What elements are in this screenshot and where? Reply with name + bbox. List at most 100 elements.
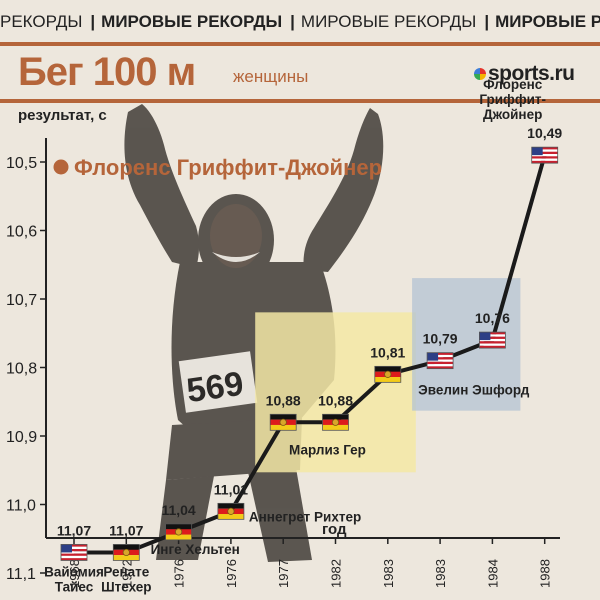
athlete-label: Ренате Штехер: [101, 564, 151, 594]
x-tick-label: 1976: [224, 559, 239, 588]
y-tick-label: 10,6: [6, 224, 37, 241]
athlete-label-line: Вайомия: [44, 564, 104, 579]
flag-stripe: [427, 364, 454, 367]
flag-stripe: [61, 551, 87, 554]
x-tick-label: 1968: [67, 559, 82, 588]
athlete-label: Флоренс Гриффит-Джойнер: [479, 77, 546, 122]
flag-border: [165, 523, 193, 541]
athlete-label-line: Флоренс: [483, 77, 543, 92]
flag-stripe: [479, 332, 506, 335]
flag-stripe: [322, 424, 349, 431]
flag-stripe: [479, 336, 506, 339]
flag-stripe: [479, 338, 506, 342]
flag-stripe: [479, 343, 506, 346]
flag-stripe: [61, 558, 87, 561]
x-tick-label: 1976: [172, 559, 187, 588]
series-line: [74, 154, 547, 555]
data-label: 10,88: [266, 392, 301, 408]
flag-stripe: [531, 160, 558, 164]
flag-stripe: [61, 555, 87, 559]
title-divider-bottom: [0, 99, 600, 103]
flag-emblem: [122, 548, 130, 557]
flag-canton: [479, 332, 491, 341]
flag-stripe: [531, 147, 558, 150]
flag-stripe: [427, 366, 454, 369]
flag-stripe: [531, 158, 558, 161]
x-tick-label: 1977: [276, 559, 291, 588]
page-subtitle: женщины: [233, 67, 309, 86]
y-tick-label: 11,1: [6, 566, 36, 583]
athlete-label-line: Тайес: [55, 579, 94, 594]
x-tick-label: 1972: [119, 559, 134, 588]
flag-border: [217, 502, 245, 520]
flag-stripe: [479, 341, 506, 344]
flag-stripe: [374, 377, 401, 383]
ticker-separator: |: [290, 12, 295, 31]
gdr-flag-icon: [374, 365, 402, 383]
athlete-label: Инге Хельтен: [151, 542, 240, 557]
flag-stripe: [479, 334, 506, 337]
flag-border: [426, 352, 454, 370]
flag-stripe: [427, 357, 454, 360]
athlete-label-line: Гриффит-: [479, 92, 546, 107]
flag-stripe: [531, 154, 558, 157]
flag-stripe: [531, 151, 558, 155]
flag-stripe: [427, 359, 454, 362]
flag-stripe: [531, 156, 558, 159]
flag-stripe: [113, 544, 140, 550]
highlight-band: [255, 312, 416, 473]
flag-stripe: [61, 544, 87, 547]
gdr-flag-icon: [217, 502, 245, 520]
brand-name: sports.ru: [488, 62, 575, 85]
flag-border: [478, 331, 506, 349]
ticker-item: МИРОВЫЕ РЕКОРДЫ: [495, 12, 600, 31]
flag-stripe: [270, 414, 297, 420]
flag-stripe: [427, 352, 454, 355]
page-title: Бег 100 м: [18, 50, 196, 94]
data-label: 11,01: [214, 481, 248, 497]
flag-emblem: [175, 528, 183, 536]
brand-logo: sports.ru: [474, 60, 584, 92]
data-label: 10,76: [475, 310, 510, 326]
flag-emblem: [331, 418, 340, 426]
header-ticker: РЕКОРДЫ | МИРОВЫЕ РЕКОРДЫ | МИРОВЫЕ РЕКОРДЫ |…: [0, 0, 600, 44]
athlete-label-line: Аннегрет Рихтер: [249, 509, 361, 524]
ticker-item: МИРОВЫЕ РЕКОРДЫ: [300, 12, 477, 31]
x-tick-label: 1983: [433, 559, 448, 588]
usa-flag-icon: [60, 544, 88, 561]
x-tick-label: 1982: [329, 559, 344, 588]
flag-stripe: [61, 553, 87, 556]
flag-border: [60, 544, 88, 561]
flag-stripe: [217, 514, 244, 520]
y-tick-label: 10,9: [6, 429, 37, 446]
flag-canton: [531, 147, 543, 156]
flag-canton: [61, 544, 72, 553]
y-tick-label: 10,7: [6, 292, 37, 309]
athlete-label-line: Эвелин Эшфорд: [418, 383, 530, 398]
gdr-flag-icon: [322, 413, 349, 431]
flag-canton: [427, 352, 439, 361]
data-label: 10,88: [318, 392, 353, 408]
flag-stripe: [165, 523, 192, 530]
x-axis-label: год: [322, 521, 347, 538]
flag-stripe: [61, 549, 87, 552]
flag-stripe: [165, 534, 192, 540]
y-tick-label: 10,5: [6, 155, 37, 172]
y-tick-label: 11,0: [6, 498, 36, 515]
data-label: 10,79: [423, 331, 458, 347]
flag-stripe: [322, 414, 349, 420]
flag-border: [374, 365, 402, 383]
x-tick-label: 1988: [538, 559, 553, 588]
data-label: 11,07: [109, 522, 143, 538]
flag-emblem: [227, 507, 235, 515]
brand-dot-icon: [474, 68, 486, 80]
athlete-label-line: Ренате: [103, 564, 149, 579]
athlete-label: Марлиз Гер: [289, 442, 366, 457]
y-tick-label: 10,8: [6, 361, 37, 378]
gdr-flag-icon: [112, 544, 140, 561]
flag-border: [322, 413, 349, 431]
flag-border: [269, 413, 297, 431]
bib-number: 569: [184, 365, 245, 411]
